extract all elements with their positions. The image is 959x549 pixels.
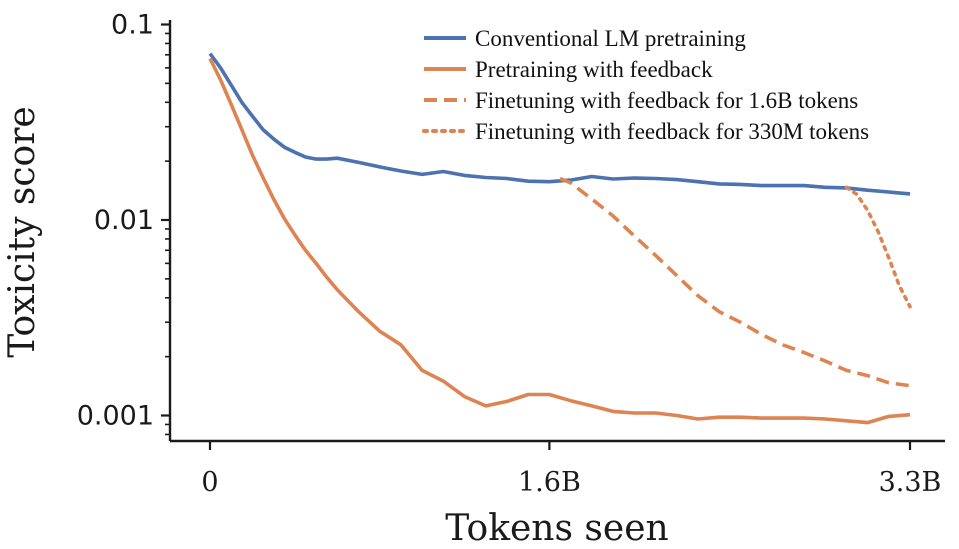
legend: Conventional LM pretraining Pretraining w… — [422, 26, 869, 144]
axes — [168, 20, 945, 443]
y-axis-title: Toxicity score — [2, 106, 43, 357]
series-line-4 — [844, 185, 912, 309]
y-ticks: 0.1 0.01 0.001 — [77, 10, 170, 436]
x-tick-label: 1.6B — [518, 467, 581, 498]
legend-label: Conventional LM pretraining — [475, 26, 746, 51]
x-tick-label: 0 — [201, 467, 218, 498]
y-tick-label: 0.001 — [77, 401, 154, 432]
series-line-3 — [559, 176, 911, 388]
legend-label: Finetuning with feedback for 1.6B tokens — [475, 88, 858, 113]
x-tick-label: 3.3B — [879, 467, 942, 498]
plot-series — [208, 52, 912, 425]
y-tick-label: 0.01 — [94, 205, 154, 236]
series-line-1 — [208, 52, 911, 196]
legend-label: Pretraining with feedback — [475, 57, 713, 82]
series-line-2 — [208, 57, 911, 425]
y-tick-label: 0.1 — [111, 10, 154, 41]
x-ticks: 0 1.6B 3.3B — [201, 441, 941, 498]
x-axis-title: Tokens seen — [445, 508, 668, 549]
legend-label: Finetuning with feedback for 330M tokens — [475, 119, 869, 144]
